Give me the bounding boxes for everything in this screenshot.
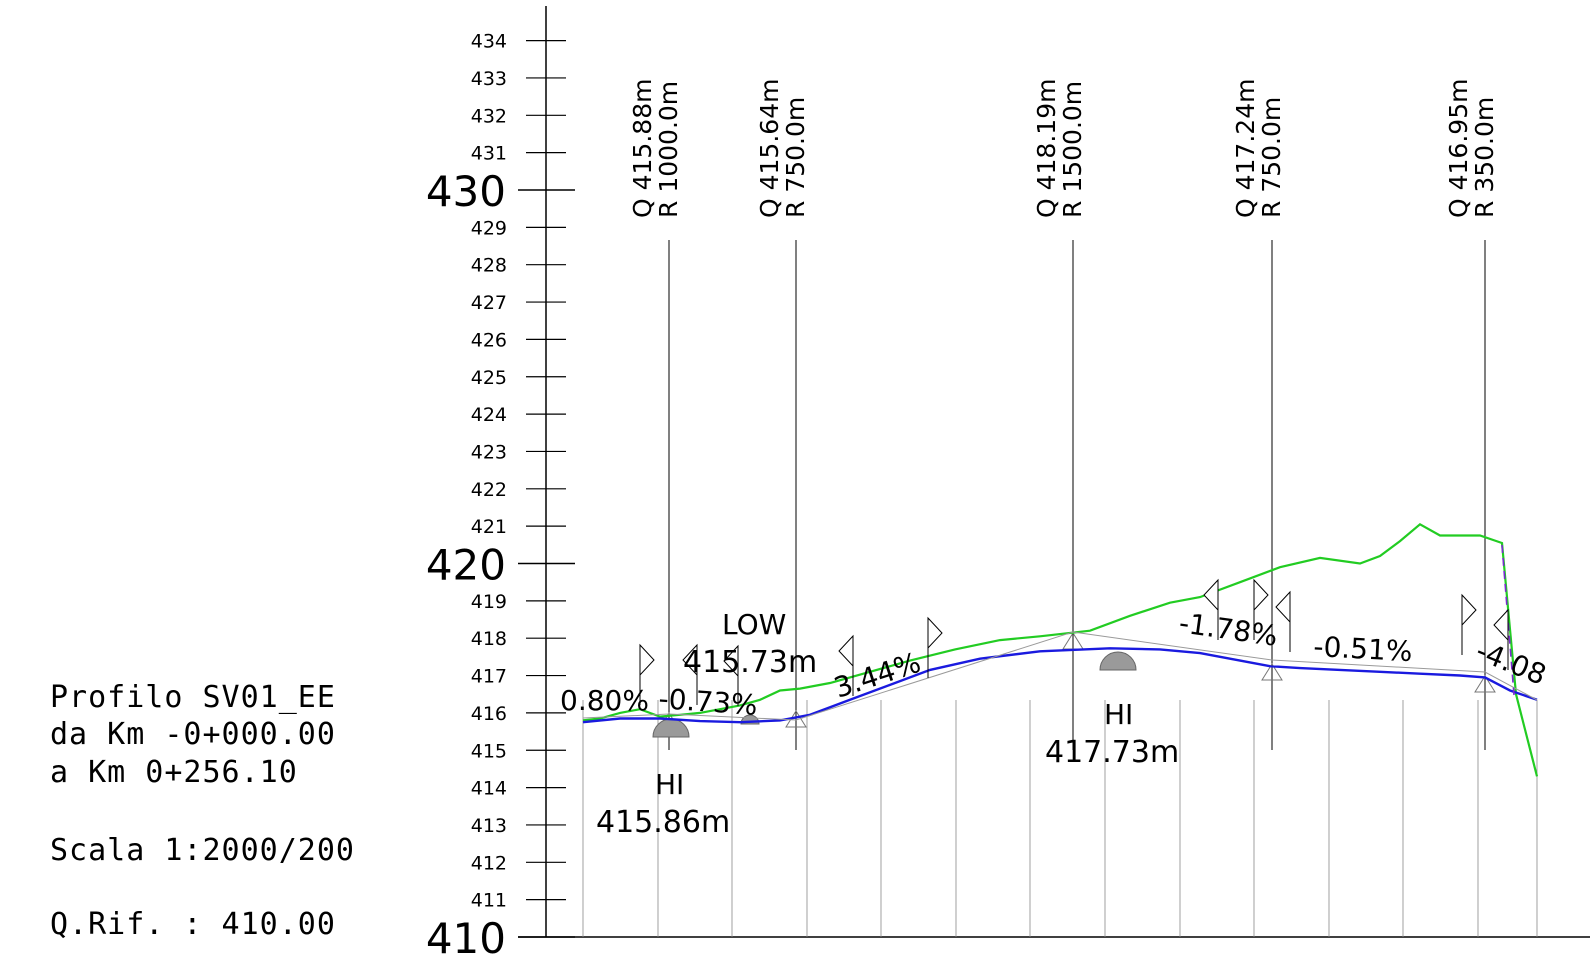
- vc-radius: R 750.0m: [1257, 97, 1286, 218]
- grade-label: 0.80%: [560, 684, 649, 717]
- ground-profile-line: [582, 522, 1539, 777]
- flag: [1461, 593, 1477, 627]
- tick-label: 432: [471, 105, 507, 127]
- flag: [1253, 578, 1269, 612]
- tick-label: 434: [471, 31, 507, 53]
- tick-label: 431: [471, 143, 507, 165]
- tick-label: 425: [471, 367, 507, 389]
- vc-radius: R 1500.0m: [1058, 81, 1087, 218]
- flag: [1203, 578, 1219, 612]
- hi2-value: 417.73m: [1045, 735, 1179, 770]
- tick-label: 433: [471, 68, 507, 90]
- grade-flags: [639, 578, 1509, 706]
- tick-label: 423: [471, 441, 507, 463]
- tick-label: 422: [471, 479, 507, 501]
- tangent-line: [582, 631, 1538, 721]
- hi1-label: HI: [655, 768, 684, 801]
- elevation-axis: 411 412 413 414 415 416 417 418 419 421 422 423 424 4…: [426, 6, 1590, 963]
- flag: [723, 644, 739, 678]
- flag: [927, 616, 943, 650]
- vc-radius: R 350.0m: [1470, 97, 1499, 218]
- grade-label: -0.73%: [658, 682, 759, 722]
- design-profile-line: [582, 647, 1538, 724]
- tick-label: 418: [471, 628, 507, 650]
- tick-label-major: 420: [426, 541, 506, 590]
- station-grid: [582, 700, 1538, 937]
- flag: [639, 643, 655, 677]
- tick-label-major: 430: [426, 167, 506, 216]
- tick-label: 427: [471, 292, 507, 314]
- vc-elevation: Q 416.95m: [1444, 79, 1473, 218]
- vc-triangle: [1474, 675, 1496, 693]
- low-value: 415.73m: [683, 645, 817, 680]
- flag: [838, 634, 854, 668]
- tick-label: 421: [471, 516, 507, 538]
- tick-label: 414: [471, 778, 507, 800]
- tick-label: 416: [471, 703, 507, 725]
- start-chainage: da Km -0+000.00: [50, 717, 336, 752]
- profile-lines: [582, 522, 1539, 777]
- profile-name: Profilo SV01_EE: [50, 680, 336, 715]
- tick-label: 417: [471, 666, 507, 688]
- tick-label: 429: [471, 217, 507, 239]
- reference-elevation: Q.Rif. : 410.00: [50, 907, 336, 942]
- tick-label: 411: [471, 890, 507, 912]
- end-chainage: a Km 0+256.10: [50, 755, 298, 790]
- tick-label: 413: [471, 815, 507, 837]
- grade-label: -0.51%: [1313, 630, 1414, 668]
- scale-label: Scala 1:2000/200: [50, 833, 355, 868]
- vc-elevation: Q 417.24m: [1231, 79, 1260, 218]
- tick-label: 424: [471, 404, 507, 426]
- tick-label: 426: [471, 329, 507, 351]
- tick-label: 415: [471, 740, 507, 762]
- tick-label: 419: [471, 591, 507, 613]
- hi2-label: HI: [1104, 698, 1133, 731]
- high-point-symbol: [652, 718, 690, 738]
- hi1-value: 415.86m: [596, 805, 730, 840]
- vc-elevation: Q 415.88m: [628, 79, 657, 218]
- flag: [1493, 608, 1509, 642]
- low-label: LOW: [722, 608, 786, 641]
- flag: [682, 643, 698, 677]
- tick-label: 412: [471, 852, 507, 874]
- vc-triangle: [1261, 663, 1283, 681]
- vc-radius: R 1000.0m: [654, 81, 683, 218]
- tick-label: 428: [471, 255, 507, 277]
- profile-labels: LOW 415.73m HI 415.86m HI 417.73m 0.80% …: [560, 606, 1551, 840]
- vc-elevation: Q 415.64m: [755, 79, 784, 218]
- vc-radius: R 750.0m: [781, 97, 810, 218]
- tick-label-major: 410: [426, 914, 506, 963]
- vc-elevation: Q 418.19m: [1032, 79, 1061, 218]
- grade-label: -1.78%: [1177, 606, 1280, 652]
- high-point-symbol: [1099, 651, 1137, 671]
- flag: [1275, 590, 1291, 624]
